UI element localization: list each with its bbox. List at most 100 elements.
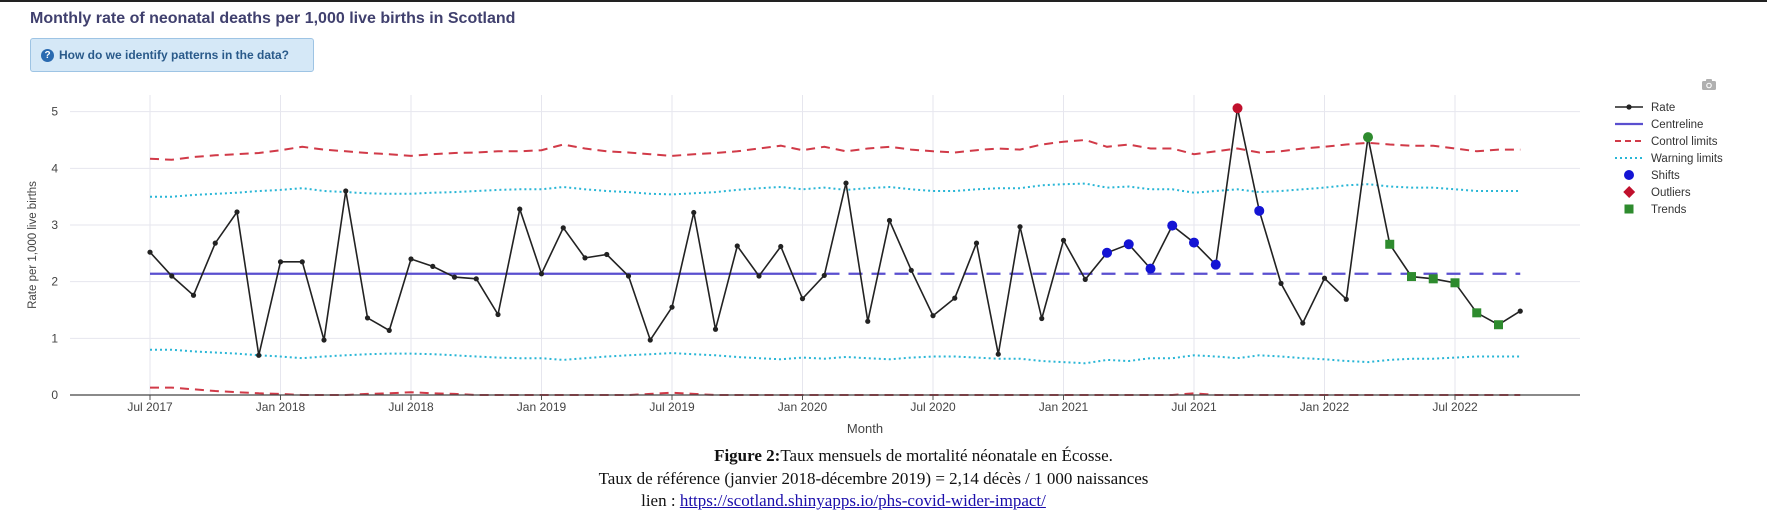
trend-point xyxy=(1472,308,1482,318)
legend-trends-swatch xyxy=(1624,204,1634,214)
rate-point xyxy=(169,273,175,279)
shift-point xyxy=(1102,247,1112,258)
shift-point xyxy=(1167,220,1178,231)
x-tick-label: Jan 2019 xyxy=(517,400,567,414)
legend-label: Rate xyxy=(1651,102,1675,114)
rate-point xyxy=(756,273,762,279)
rate-point xyxy=(299,259,305,265)
rate-point xyxy=(408,256,414,262)
upper-control-limit-line xyxy=(149,138,1521,161)
rate-point xyxy=(691,209,697,216)
rate-point xyxy=(669,304,675,310)
rate-point xyxy=(256,352,262,358)
x-tick-label: Jan 2018 xyxy=(256,400,306,414)
shift-point xyxy=(1254,205,1265,216)
legend-outliers-swatch xyxy=(1623,186,1636,198)
trend-point xyxy=(1450,278,1460,288)
y-axis-title: Rate per 1,000 live births xyxy=(27,181,39,309)
patterns-help-label: How do we identify patterns in the data? xyxy=(59,48,290,62)
rate-point xyxy=(473,276,479,282)
rate-point xyxy=(778,243,784,250)
figure-text: Taux mensuels de mortalité néonatale en … xyxy=(780,446,1113,465)
y-tick-label: 4 xyxy=(51,161,58,175)
rate-point xyxy=(930,313,936,319)
trend-point xyxy=(1385,239,1395,249)
rate-point xyxy=(843,180,849,186)
rate-point xyxy=(190,292,197,298)
rate-point xyxy=(995,351,1001,357)
rate-point xyxy=(647,337,653,343)
rate-point xyxy=(625,273,632,279)
rate-point xyxy=(734,243,740,249)
rate-point xyxy=(712,326,719,332)
question-circle-icon: ? xyxy=(41,48,54,62)
legend-shifts-swatch xyxy=(1624,170,1634,180)
y-tick-label: 2 xyxy=(51,275,58,289)
rate-point xyxy=(1517,308,1523,314)
rate-point xyxy=(277,259,284,265)
rate-point xyxy=(865,318,871,324)
legend-label: Control limits xyxy=(1651,136,1718,148)
figure-caption-line3: lien : https://scotland.shinyapps.io/phs… xyxy=(0,491,1727,511)
rate-point xyxy=(1082,276,1088,282)
figure-caption-line1: Figure 2:Taux mensuels de mortalité néon… xyxy=(30,446,1767,466)
rate-point xyxy=(952,295,958,301)
figure-caption-line2: Taux de référence (janvier 2018-décembre… xyxy=(598,469,1149,488)
rate-line xyxy=(149,108,1521,356)
rate-point xyxy=(495,311,501,318)
rate-point xyxy=(1278,280,1284,286)
shift-point xyxy=(1210,259,1221,270)
rate-point xyxy=(1039,315,1045,322)
trend-point xyxy=(1407,272,1416,282)
link-prefix: lien : xyxy=(641,491,680,510)
y-tick-label: 3 xyxy=(51,218,58,232)
y-tick-label: 0 xyxy=(51,388,58,402)
legend-label: Shifts xyxy=(1651,170,1680,182)
patterns-help-button[interactable]: ? How do we identify patterns in the dat… xyxy=(30,38,314,72)
rate-point xyxy=(604,251,610,258)
trend-point xyxy=(1363,132,1373,143)
legend-rate-dot xyxy=(1626,104,1632,110)
rate-point xyxy=(364,315,371,321)
shift-point xyxy=(1145,263,1156,274)
x-axis-title: Month xyxy=(847,421,883,436)
rate-point xyxy=(1300,320,1306,326)
rate-point xyxy=(973,240,980,246)
rate-point xyxy=(560,225,566,231)
top-border xyxy=(0,0,1767,2)
rate-point xyxy=(1060,237,1067,243)
x-tick-label: Jan 2021 xyxy=(1039,400,1089,414)
x-tick-label: Jul 2022 xyxy=(1432,400,1478,414)
rate-point xyxy=(386,327,392,333)
x-tick-label: Jan 2020 xyxy=(778,400,828,414)
rate-point xyxy=(821,272,827,279)
x-tick-label: Jul 2020 xyxy=(910,400,956,414)
shift-point xyxy=(1189,237,1199,248)
rate-point xyxy=(234,209,240,215)
rate-point xyxy=(321,337,327,343)
x-tick-label: Jan 2022 xyxy=(1300,400,1350,414)
rate-point xyxy=(1343,296,1349,302)
outlier-point xyxy=(1232,103,1243,114)
x-tick-label: Jul 2019 xyxy=(649,400,695,414)
source-link[interactable]: https://scotland.shinyapps.io/phs-covid-… xyxy=(679,491,1046,510)
trend-point xyxy=(1428,274,1438,284)
legend-label: Trends xyxy=(1651,204,1687,216)
lower-control-limit-line xyxy=(150,386,1521,396)
rate-point xyxy=(908,267,914,273)
lower-warning-limit-line xyxy=(150,348,1521,365)
rate-point xyxy=(430,263,436,269)
rate-point xyxy=(538,271,545,277)
neonatal-rate-chart: 0 1 2 3 4 5 Jul 2017 Jan 2018 Jul 2018 Jan 2019 Ju… xyxy=(27,95,1723,436)
trend-point xyxy=(1494,320,1503,330)
shift-point xyxy=(1123,239,1134,250)
rate-point xyxy=(212,240,218,246)
chart-title: Monthly rate of neonatal deaths per 1,00… xyxy=(30,10,516,27)
legend-label: Outliers xyxy=(1651,187,1691,199)
rate-point xyxy=(1017,224,1023,230)
x-tick-label: Jul 2018 xyxy=(388,400,434,414)
y-tick-label: 1 xyxy=(51,331,58,345)
camera-icon[interactable] xyxy=(1701,78,1717,91)
rate-point xyxy=(147,249,153,255)
x-tick-label: Jul 2017 xyxy=(127,400,173,414)
